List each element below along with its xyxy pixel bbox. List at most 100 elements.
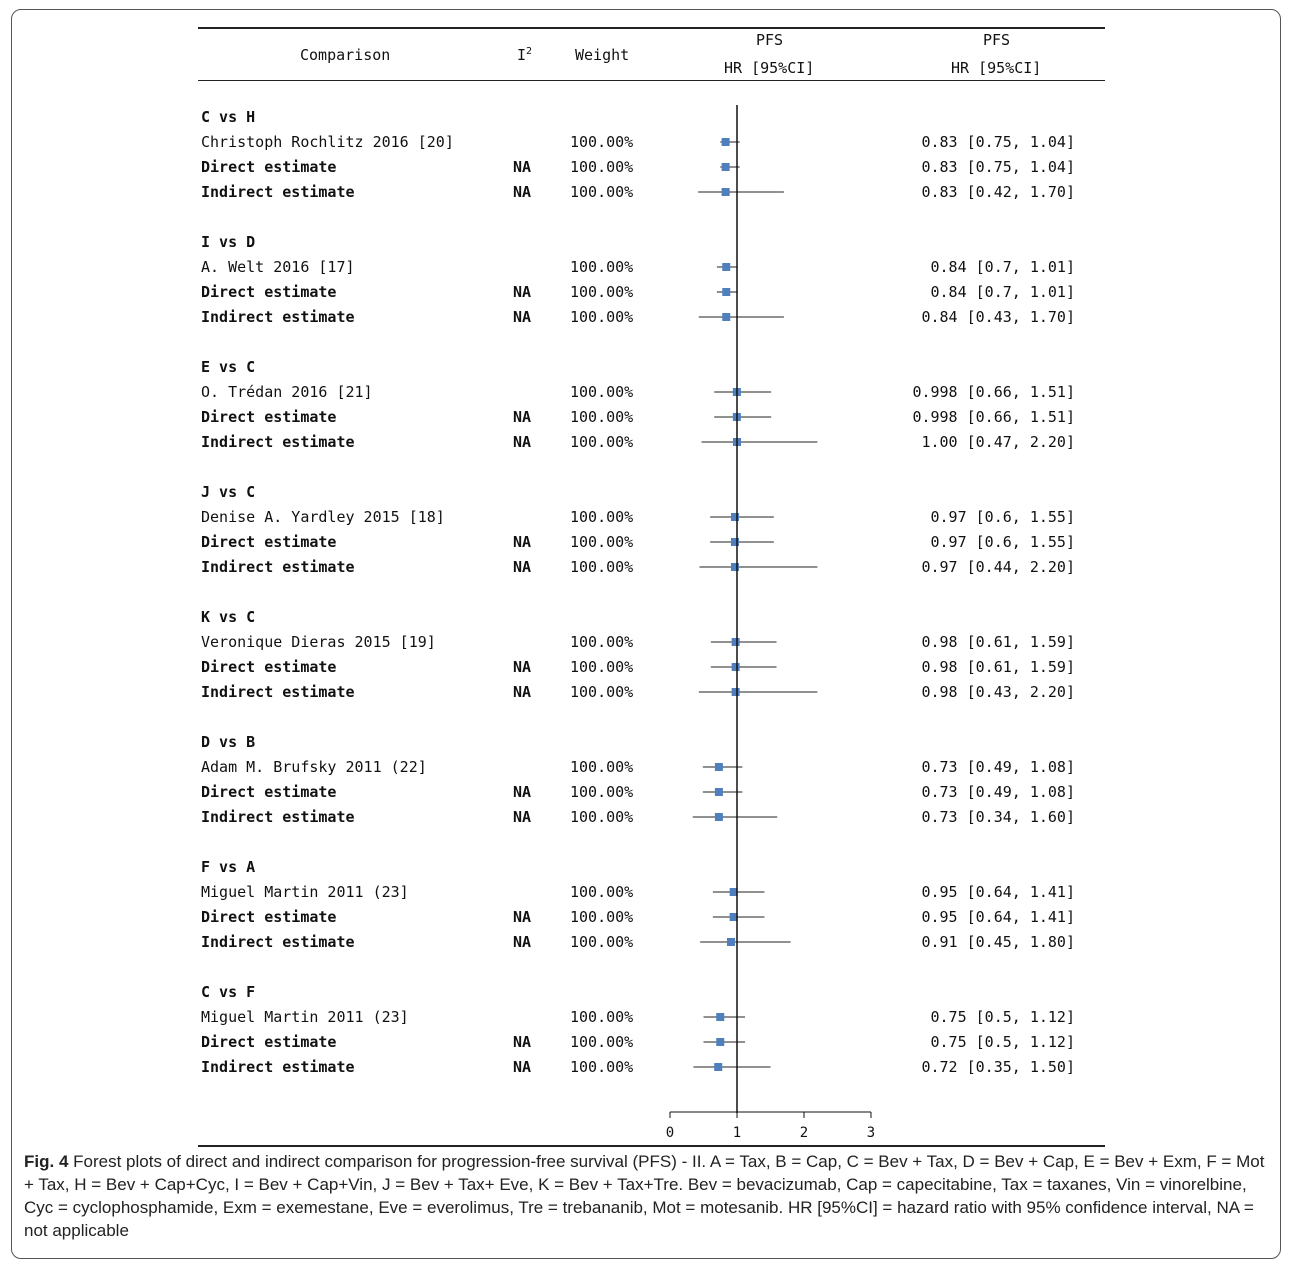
i2-value: NA — [513, 658, 532, 676]
weight-value: 100.00% — [570, 408, 634, 426]
weight-value: 100.00% — [570, 1008, 634, 1026]
weight-value: 100.00% — [570, 508, 634, 526]
group-title: I vs D — [201, 233, 256, 251]
x-tick-label: 1 — [733, 1125, 741, 1141]
estimate-label: Direct estimate — [201, 783, 337, 801]
weight-value: 100.00% — [570, 908, 634, 926]
hr-marker — [731, 663, 740, 671]
header-pfs-text-line1: PFS — [983, 31, 1011, 49]
group-title: K vs C — [201, 608, 256, 626]
group-title: J vs C — [201, 483, 256, 501]
i2-value: NA — [513, 933, 532, 951]
group-title: C vs F — [201, 983, 256, 1001]
hr-marker — [726, 938, 735, 946]
figure-caption: Fig. 4 Forest plots of direct and indire… — [24, 1150, 1274, 1242]
hr-ci-text: 0.98 [0.61, 1.59] — [921, 658, 1075, 676]
hr-ci-text: 0.97 [0.6, 1.55] — [930, 508, 1076, 526]
weight-value: 100.00% — [570, 1058, 634, 1076]
hr-marker — [714, 763, 723, 771]
study-label: Denise A. Yardley 2015 [18] — [201, 508, 445, 526]
weight-value: 100.00% — [570, 283, 634, 301]
hr-marker — [730, 538, 739, 546]
caption-text: Forest plots of direct and indirect comp… — [24, 1152, 1265, 1240]
hr-marker — [722, 313, 731, 321]
group-title: D vs B — [201, 733, 256, 751]
hr-ci-text: 0.84 [0.7, 1.01] — [930, 258, 1076, 276]
i2-value: NA — [513, 433, 532, 451]
hr-ci-text: 0.91 [0.45, 1.80] — [921, 933, 1075, 951]
i2-value: NA — [513, 283, 532, 301]
weight-value: 100.00% — [570, 433, 634, 451]
hr-ci-text: 0.98 [0.43, 2.20] — [921, 683, 1075, 701]
hr-ci-text: 0.97 [0.44, 2.20] — [921, 558, 1075, 576]
hr-marker — [714, 788, 723, 796]
hr-marker — [714, 1063, 723, 1071]
hr-marker — [721, 163, 730, 171]
header-pfs-plot-line2: HR [95%CI] — [724, 59, 815, 77]
weight-value: 100.00% — [570, 1033, 634, 1051]
hr-ci-text: 0.98 [0.61, 1.59] — [921, 633, 1075, 651]
group-title: C vs H — [201, 108, 256, 126]
weight-value: 100.00% — [570, 383, 634, 401]
study-label: Miguel Martin 2011 (23] — [201, 1008, 409, 1026]
hr-marker — [731, 688, 740, 696]
hr-ci-text: 0.84 [0.7, 1.01] — [930, 283, 1076, 301]
estimate-label: Direct estimate — [201, 908, 337, 926]
estimate-label: Indirect estimate — [201, 433, 355, 451]
group-title: E vs C — [201, 358, 256, 376]
estimate-label: Direct estimate — [201, 1033, 337, 1051]
estimate-label: Direct estimate — [201, 658, 337, 676]
hr-ci-text: 1.00 [0.47, 2.20] — [921, 433, 1075, 451]
x-tick-label: 3 — [867, 1125, 875, 1141]
i2-value: NA — [513, 783, 532, 801]
hr-ci-text: 0.72 [0.35, 1.50] — [921, 1058, 1075, 1076]
hr-marker — [722, 263, 731, 271]
hr-marker — [714, 813, 723, 821]
weight-value: 100.00% — [570, 258, 634, 276]
hr-marker — [730, 513, 739, 521]
i2-value: NA — [513, 908, 532, 926]
estimate-label: Indirect estimate — [201, 933, 355, 951]
hr-ci-text: 0.84 [0.43, 1.70] — [921, 308, 1075, 326]
hr-ci-text: 0.95 [0.64, 1.41] — [921, 883, 1075, 901]
i2-value: NA — [513, 183, 532, 201]
header-rule — [198, 80, 1105, 81]
estimate-label: Direct estimate — [201, 408, 337, 426]
group-title: F vs A — [201, 858, 256, 876]
hr-ci-text: 0.97 [0.6, 1.55] — [930, 533, 1076, 551]
hr-ci-text: 0.83 [0.75, 1.04] — [921, 158, 1075, 176]
hr-ci-text: 0.75 [0.5, 1.12] — [930, 1008, 1076, 1026]
header-pfs-plot-line1: PFS — [756, 31, 784, 49]
weight-value: 100.00% — [570, 158, 634, 176]
hr-ci-text: 0.75 [0.5, 1.12] — [930, 1033, 1076, 1051]
hr-marker — [716, 1013, 725, 1021]
hr-ci-text: 0.998 [0.66, 1.51] — [912, 408, 1075, 426]
study-label: Christoph Rochlitz 2016 [20] — [201, 133, 454, 151]
hr-marker — [730, 563, 739, 571]
hr-ci-text: 0.73 [0.34, 1.60] — [921, 808, 1075, 826]
weight-value: 100.00% — [570, 808, 634, 826]
estimate-label: Indirect estimate — [201, 683, 355, 701]
weight-value: 100.00% — [570, 558, 634, 576]
figure-frame — [11, 9, 1281, 1259]
weight-value: 100.00% — [570, 183, 634, 201]
header-pfs-text-line2: HR [95%CI] — [951, 59, 1042, 77]
hr-ci-text: 0.998 [0.66, 1.51] — [912, 383, 1075, 401]
i2-value: NA — [513, 558, 532, 576]
i2-value: NA — [513, 158, 532, 176]
header-weight: Weight — [575, 46, 630, 64]
header-i2-letter: I — [517, 46, 527, 64]
estimate-label: Direct estimate — [201, 533, 337, 551]
weight-value: 100.00% — [570, 133, 634, 151]
study-label: Veronique Dieras 2015 [19] — [201, 633, 436, 651]
weight-value: 100.00% — [570, 633, 634, 651]
estimate-label: Indirect estimate — [201, 1058, 355, 1076]
weight-value: 100.00% — [570, 533, 634, 551]
bottom-rule — [198, 1145, 1105, 1147]
i2-value: NA — [513, 1033, 532, 1051]
i2-value: NA — [513, 1058, 532, 1076]
weight-value: 100.00% — [570, 883, 634, 901]
estimate-label: Indirect estimate — [201, 558, 355, 576]
hr-ci-text: 0.73 [0.49, 1.08] — [921, 783, 1075, 801]
